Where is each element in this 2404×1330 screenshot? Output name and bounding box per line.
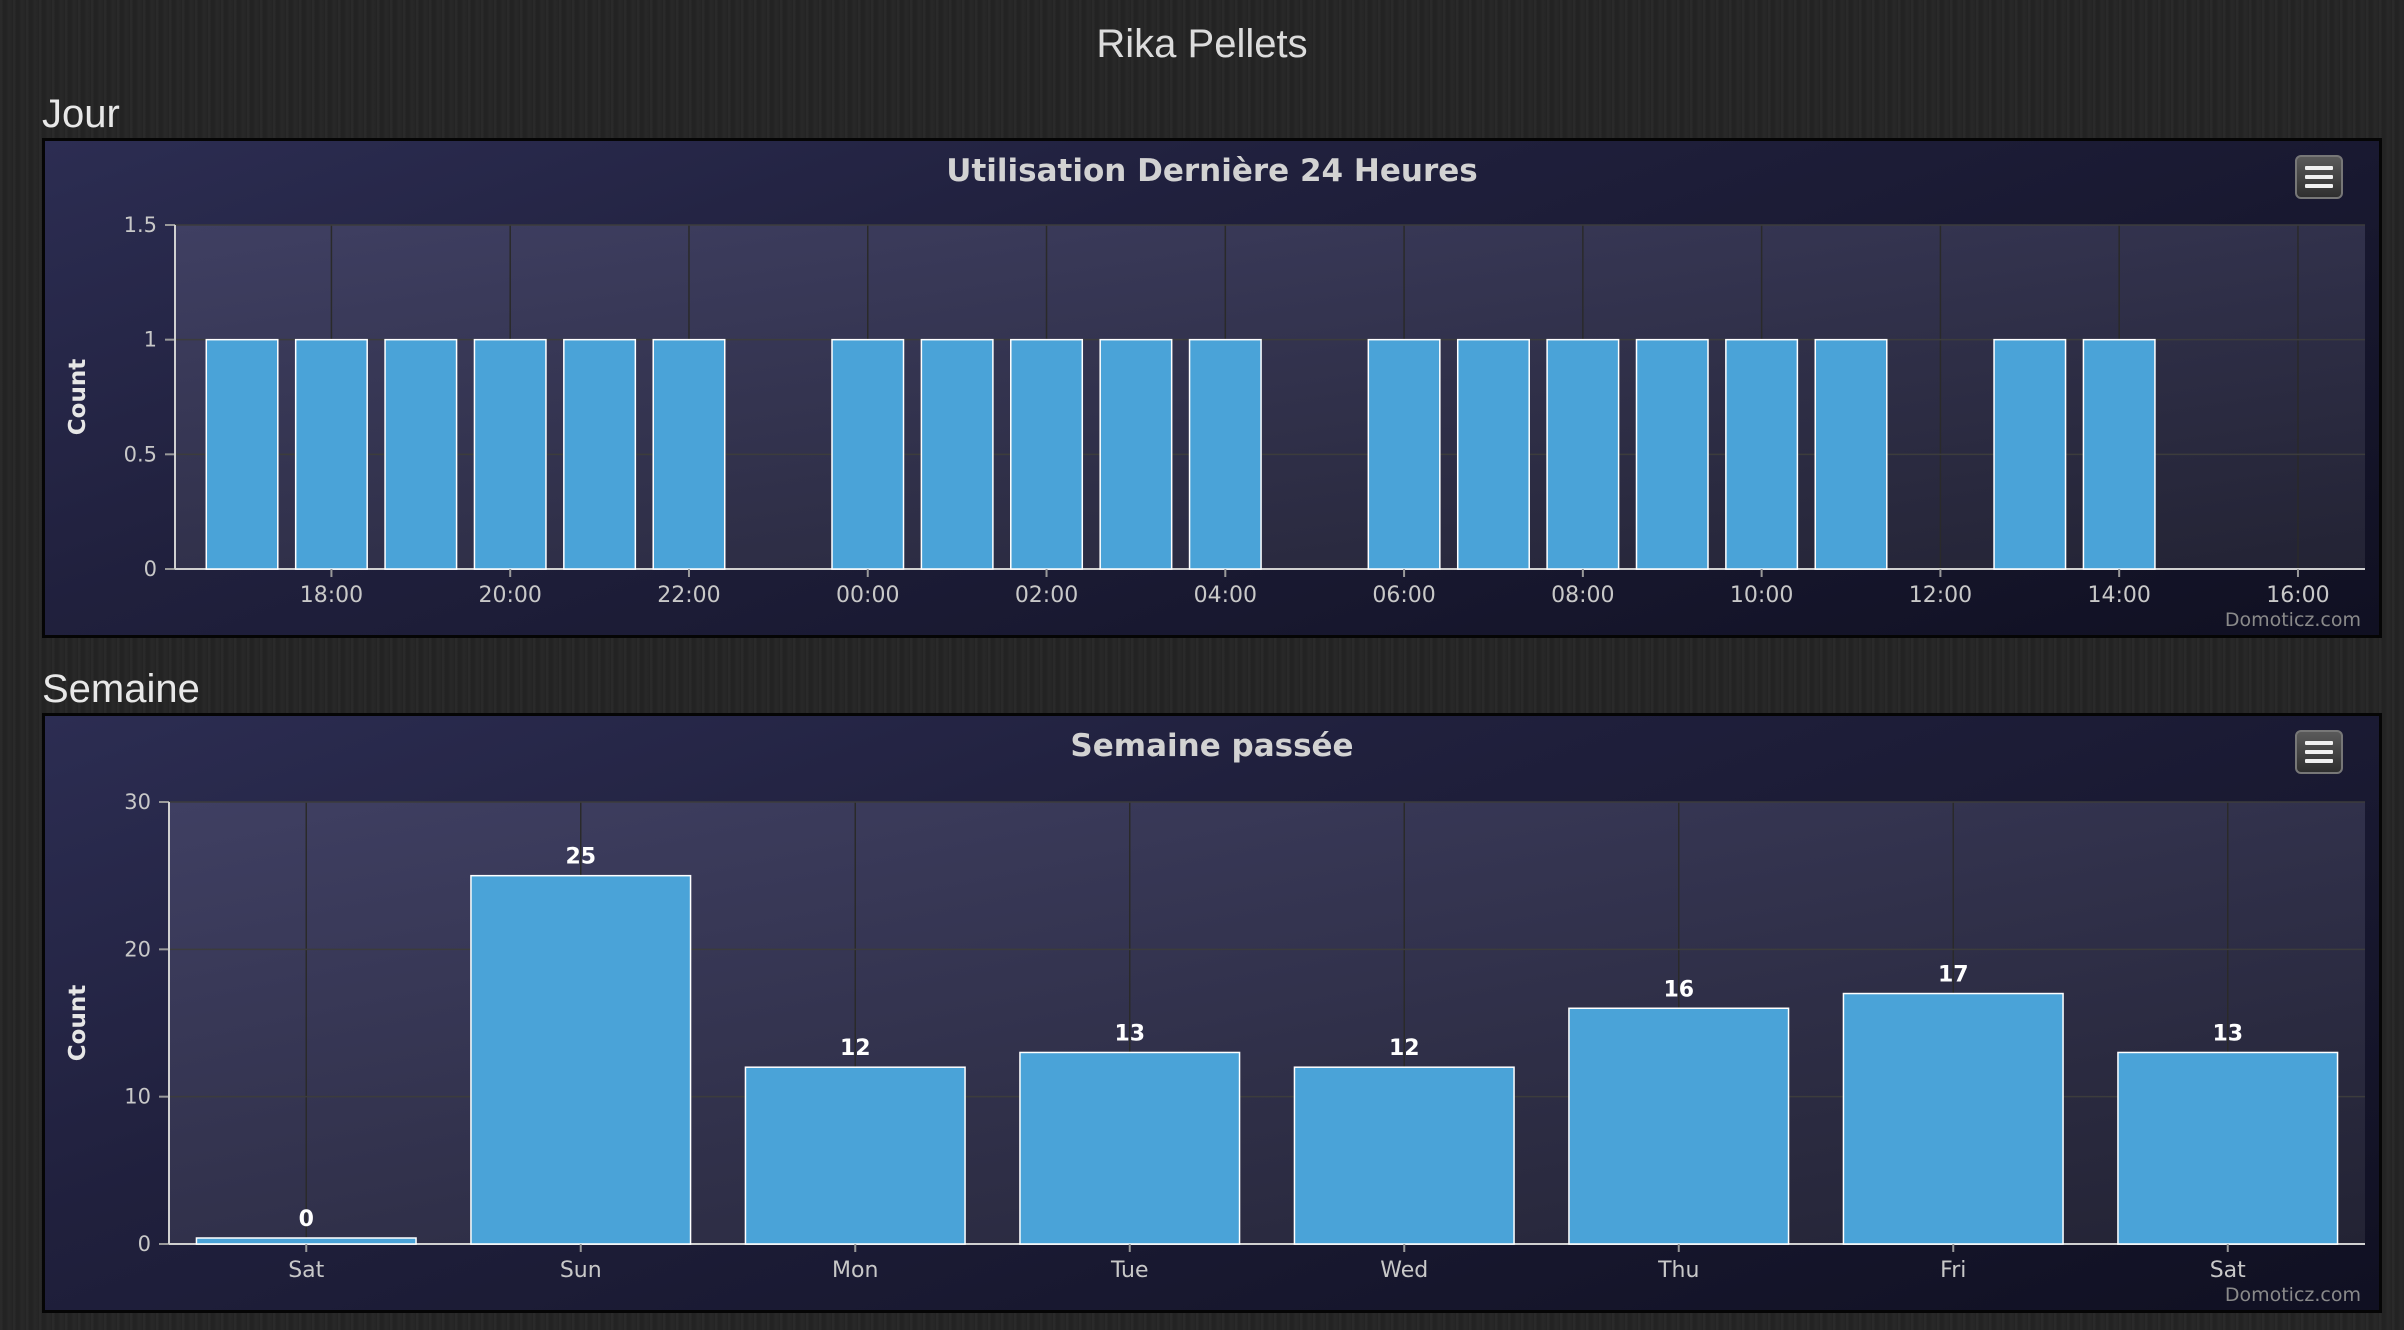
bar xyxy=(831,338,905,570)
y-tick-label: 0 xyxy=(144,557,157,581)
bar xyxy=(920,338,994,570)
x-tick-label: Wed xyxy=(1380,1258,1428,1283)
y-tick-label: 0.5 xyxy=(124,442,157,466)
x-tick-label: Tue xyxy=(1110,1258,1149,1283)
data-label: 0 xyxy=(299,1207,314,1232)
x-tick-label: 00:00 xyxy=(836,583,899,608)
section-title-semaine: Semaine xyxy=(42,667,200,711)
credit-label[interactable]: Domoticz.com xyxy=(2224,609,2361,631)
x-tick-label: Sat xyxy=(2210,1258,2246,1283)
hamburger-icon xyxy=(2305,166,2333,170)
chart-title: Semaine passée xyxy=(1070,728,1354,764)
credit-label[interactable]: Domoticz.com xyxy=(2224,1284,2361,1306)
x-tick-label: 04:00 xyxy=(1194,583,1257,608)
x-tick-label: Mon xyxy=(832,1258,878,1283)
bar xyxy=(1293,1066,1515,1245)
x-tick-label: 02:00 xyxy=(1015,583,1078,608)
data-label: 12 xyxy=(840,1036,871,1061)
data-label: 16 xyxy=(1663,977,1694,1002)
x-tick-label: 08:00 xyxy=(1551,583,1614,608)
y-tick-label: 1.5 xyxy=(124,213,157,237)
bar xyxy=(1725,338,1799,570)
chart-menu-button[interactable] xyxy=(2295,155,2343,199)
x-tick-label: 22:00 xyxy=(657,583,720,608)
x-tick-label: 14:00 xyxy=(2087,583,2150,608)
data-label: 13 xyxy=(2212,1021,2243,1046)
bar xyxy=(2117,1051,2339,1245)
bar xyxy=(1546,338,1620,570)
x-tick-label: Sat xyxy=(288,1258,324,1283)
bar xyxy=(384,338,458,570)
y-tick-label: 30 xyxy=(124,790,151,814)
y-axis-label: Count xyxy=(65,359,91,435)
bar xyxy=(1635,338,1709,570)
bar xyxy=(470,874,692,1245)
x-tick-label: 20:00 xyxy=(479,583,542,608)
bar xyxy=(1019,1051,1241,1245)
data-label: 25 xyxy=(565,845,596,870)
y-tick-label: 0 xyxy=(138,1232,151,1256)
bar xyxy=(1814,338,1888,570)
y-axis-label: Count xyxy=(65,985,91,1061)
chart-daily-usage: 0 0.5 1 1.5 18:00 20:00 22:00 00:00 02:00 04:00 06… xyxy=(42,138,2382,638)
y-tick-label: 1 xyxy=(144,328,157,352)
chart-weekly-svg: 0 10 20 30 0 25 12 13 12 16 17 13 Sat Sun Mon Tue Wed Thu… xyxy=(65,790,2365,1283)
section-title-jour: Jour xyxy=(42,92,120,136)
bar xyxy=(473,338,547,570)
bar xyxy=(195,1237,417,1245)
chart-title: Utilisation Dernière 24 Heures xyxy=(946,153,1478,189)
page-title: Rika Pellets xyxy=(1096,22,1308,66)
x-tick-label: 18:00 xyxy=(300,583,363,608)
data-label: 13 xyxy=(1114,1021,1145,1046)
bar xyxy=(1456,338,1530,570)
chart-menu-button[interactable] xyxy=(2295,730,2343,774)
hamburger-icon xyxy=(2305,741,2333,745)
x-tick-label: 10:00 xyxy=(1730,583,1793,608)
bar xyxy=(1568,1007,1790,1245)
chart-weekly-usage: 0 10 20 30 0 25 12 13 12 16 17 13 Sat Sun Mon Tue Wed Thu… xyxy=(42,713,2382,1313)
x-tick-label: Thu xyxy=(1657,1258,1699,1283)
y-tick-label: 10 xyxy=(124,1085,151,1109)
chart-daily-svg: 0 0.5 1 1.5 18:00 20:00 22:00 00:00 02:00 04:00 06… xyxy=(65,213,2365,608)
bar xyxy=(1188,338,1262,570)
bar xyxy=(1367,338,1441,570)
bar xyxy=(2082,338,2156,570)
bar xyxy=(1010,338,1084,570)
bar xyxy=(744,1066,966,1245)
bar xyxy=(1099,338,1173,570)
x-tick-label: Sun xyxy=(560,1258,602,1283)
bar xyxy=(652,338,726,570)
bar xyxy=(1993,338,2067,570)
bar xyxy=(205,338,279,570)
bar xyxy=(563,338,637,570)
y-tick-label: 20 xyxy=(124,937,151,961)
data-label: 12 xyxy=(1389,1036,1420,1061)
x-tick-label: 12:00 xyxy=(1909,583,1972,608)
data-label: 17 xyxy=(1938,963,1969,988)
x-tick-label: 06:00 xyxy=(1372,583,1435,608)
bar xyxy=(1842,992,2064,1245)
bar xyxy=(294,338,368,570)
x-tick-label: 16:00 xyxy=(2266,583,2329,608)
x-tick-label: Fri xyxy=(1940,1258,1966,1283)
